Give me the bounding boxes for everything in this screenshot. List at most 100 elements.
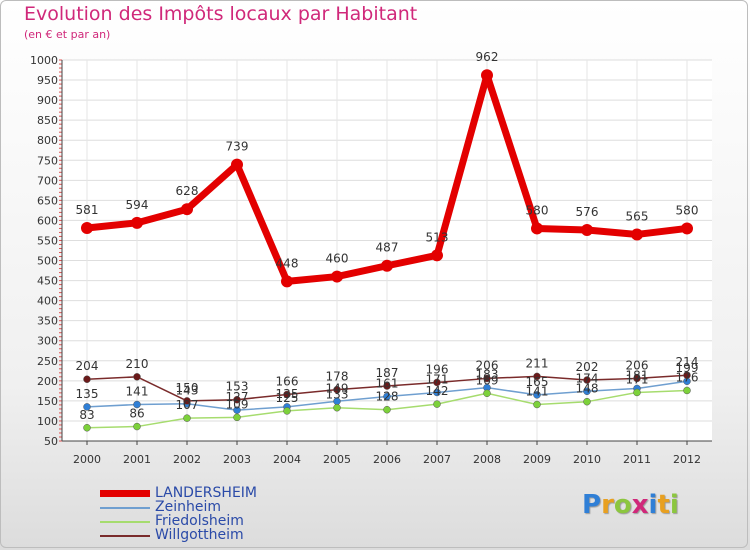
data-label-friedolsheim: 141: [526, 385, 549, 399]
data-label-zeinheim: 127: [226, 390, 249, 404]
data-label-landersheim: 448: [276, 256, 299, 270]
data-point-landersheim: [181, 203, 193, 216]
data-label-friedolsheim: 86: [129, 407, 144, 421]
logo-letter: P: [582, 490, 602, 520]
y-tick-label: 600: [37, 214, 58, 227]
y-tick-label: 900: [37, 94, 58, 107]
data-label-willgottheim: 210: [126, 357, 149, 371]
data-point-landersheim: [81, 222, 93, 235]
data-point-willgottheim: [183, 397, 191, 405]
data-label-willgottheim: 178: [326, 370, 349, 384]
data-label-landersheim: 580: [526, 203, 549, 217]
data-point-willgottheim: [283, 390, 291, 399]
logo-letter: t: [657, 490, 670, 520]
data-point-friedolsheim: [383, 405, 391, 414]
data-label-friedolsheim: 128: [376, 390, 399, 404]
legend-swatch: [100, 507, 150, 509]
data-point-friedolsheim: [83, 424, 91, 432]
x-tick-label: 2006: [373, 453, 401, 466]
data-point-willgottheim: [383, 382, 391, 390]
data-point-landersheim: [581, 224, 593, 237]
y-tick-label: 650: [37, 194, 58, 207]
data-label-landersheim: 580: [676, 203, 699, 217]
data-point-willgottheim: [483, 374, 491, 383]
data-point-zeinheim: [383, 392, 391, 401]
legend-label: Willgottheim: [155, 527, 244, 543]
data-point-landersheim: [331, 270, 343, 283]
data-label-zeinheim: 181: [626, 368, 649, 382]
data-label-zeinheim: 135: [76, 387, 99, 401]
data-point-landersheim: [131, 216, 143, 229]
y-tick-label: 950: [37, 74, 58, 87]
data-point-friedolsheim: [433, 400, 441, 408]
data-point-willgottheim: [533, 372, 541, 381]
data-label-landersheim: 565: [626, 209, 649, 223]
x-tick-label: 2007: [423, 453, 451, 466]
data-label-willgottheim: 150: [176, 381, 199, 395]
data-label-zeinheim: 161: [376, 376, 399, 390]
data-point-landersheim: [281, 275, 293, 288]
data-label-willgottheim: 187: [376, 366, 399, 380]
legend-label: LANDERSHEIM: [155, 485, 257, 501]
data-point-zeinheim: [533, 391, 541, 399]
logo-letter: i: [648, 490, 658, 520]
data-point-friedolsheim: [583, 397, 591, 406]
data-point-zeinheim: [583, 387, 591, 396]
data-label-zeinheim: 141: [126, 385, 149, 399]
data-point-friedolsheim: [533, 400, 541, 409]
data-label-willgottheim: 153: [226, 380, 249, 394]
data-point-willgottheim: [633, 374, 641, 383]
x-tick-label: 2005: [323, 453, 351, 466]
data-point-landersheim: [381, 259, 393, 272]
data-label-landersheim: 581: [76, 203, 99, 217]
data-label-friedolsheim: 133: [326, 388, 349, 402]
legend-label: Zeinheim: [155, 499, 221, 515]
y-tick-label: 500: [37, 255, 58, 268]
data-label-friedolsheim: 176: [676, 370, 699, 384]
data-label-zeinheim: 149: [326, 381, 349, 395]
legend-swatch: [100, 521, 150, 523]
data-label-landersheim: 513: [426, 230, 449, 244]
data-label-zeinheim: 174: [576, 371, 599, 385]
data-label-landersheim: 739: [226, 140, 249, 154]
data-label-landersheim: 962: [476, 50, 499, 64]
x-tick-label: 2008: [473, 453, 501, 466]
y-tick-label: 250: [37, 355, 58, 368]
data-point-willgottheim: [333, 385, 341, 394]
data-point-landersheim: [431, 249, 443, 262]
y-tick-label: 450: [37, 275, 58, 288]
data-label-willgottheim: 214: [676, 355, 699, 369]
y-tick-label: 700: [37, 174, 58, 187]
legend-label: Friedolsheim: [155, 513, 244, 529]
data-point-landersheim: [231, 158, 243, 171]
data-point-friedolsheim: [633, 388, 641, 397]
x-tick-label: 2001: [123, 453, 151, 466]
data-label-willgottheim: 202: [576, 360, 599, 374]
data-point-landersheim: [531, 222, 543, 235]
data-label-friedolsheim: 83: [79, 408, 94, 422]
y-tick-label: 200: [37, 375, 58, 388]
data-label-zeinheim: 143: [176, 384, 199, 398]
legend-swatch: [100, 535, 150, 537]
logo-letter: x: [631, 490, 649, 520]
y-tick-label: 50: [44, 435, 58, 448]
data-label-friedolsheim: 142: [426, 384, 449, 398]
logo-letter: o: [613, 490, 632, 520]
x-tick-label: 2004: [273, 453, 301, 466]
data-label-zeinheim: 171: [426, 372, 449, 386]
y-tick-label: 850: [37, 114, 58, 127]
data-point-willgottheim: [583, 376, 591, 384]
data-label-willgottheim: 196: [426, 362, 449, 376]
chart-subtitle: (en € et par an): [24, 28, 111, 41]
data-point-landersheim: [681, 222, 693, 235]
data-point-friedolsheim: [133, 422, 141, 431]
data-label-zeinheim: 199: [676, 361, 699, 375]
chart-title: Evolution des Impôts locaux par Habitant: [24, 3, 418, 25]
y-tick-label: 150: [37, 395, 58, 408]
data-label-landersheim: 576: [576, 205, 599, 219]
y-tick-label: 100: [37, 415, 58, 428]
data-point-landersheim: [481, 69, 493, 82]
data-label-friedolsheim: 148: [576, 382, 599, 396]
data-point-friedolsheim: [333, 403, 341, 412]
